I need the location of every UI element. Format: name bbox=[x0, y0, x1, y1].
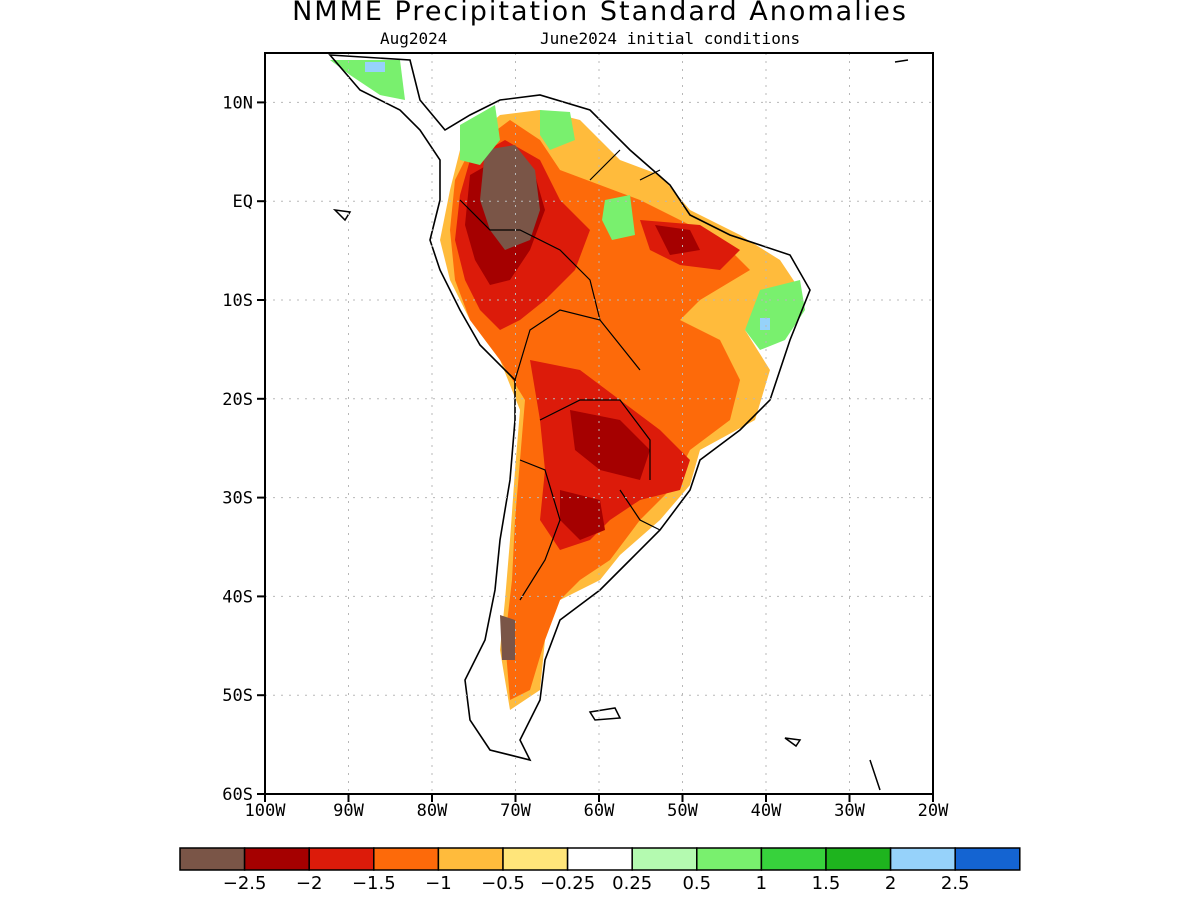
anomaly-green-north bbox=[330, 60, 635, 240]
colorbar-swatch bbox=[566, 847, 633, 871]
anomaly-brown bbox=[480, 145, 540, 660]
colorbar-label: 1 bbox=[756, 873, 767, 894]
colorbar: −2.5 −2 −1.5 −1 −0.5 −0.25 0.25 0.5 1 1.5 2 2.5 bbox=[179, 847, 1021, 894]
initial-conditions: June2024 initial conditions bbox=[540, 29, 801, 48]
x-tick-label: 40W bbox=[751, 801, 782, 821]
x-tick-label: 20W bbox=[918, 801, 949, 821]
x-tick-label: 90W bbox=[333, 801, 364, 821]
y-tick-label: 10N bbox=[222, 93, 253, 113]
y-tick-label: 40S bbox=[222, 587, 253, 607]
colorbar-label: −1 bbox=[425, 873, 452, 894]
colorbar-label: 1.5 bbox=[812, 873, 841, 894]
y-tick-label: 10S bbox=[222, 291, 253, 311]
anomaly-dark-red bbox=[465, 155, 700, 540]
colorbar-label: −2 bbox=[296, 873, 323, 894]
x-tick-label: 70W bbox=[500, 801, 531, 821]
forecast-month: Aug2024 bbox=[380, 29, 448, 48]
colorbar-label: 2.5 bbox=[941, 873, 970, 894]
x-tick-label: 50W bbox=[667, 801, 698, 821]
colorbar-label: −0.5 bbox=[481, 873, 525, 894]
colorbar-swatch bbox=[373, 847, 440, 871]
axis-ticks: 100W 90W 80W 70W 60W 50W 40W 30W 20W 10N EQ 10S 20S 3… bbox=[222, 93, 949, 821]
y-tick-label: 20S bbox=[222, 390, 253, 410]
anomaly-field bbox=[328, 54, 909, 791]
x-tick-label: 80W bbox=[417, 801, 448, 821]
colorbar-label: 0.25 bbox=[612, 873, 652, 894]
colorbar-swatch bbox=[889, 847, 956, 871]
x-tick-label: 100W bbox=[245, 801, 287, 821]
colorbar-swatch bbox=[308, 847, 375, 871]
colorbar-swatch bbox=[760, 847, 827, 871]
colorbar-swatch bbox=[825, 847, 892, 871]
country-borders bbox=[459, 149, 661, 601]
colorbar-label: −0.25 bbox=[540, 873, 595, 894]
y-tick-label: 60S bbox=[222, 785, 253, 805]
anomaly-green-east bbox=[745, 280, 805, 350]
map-grid bbox=[265, 53, 933, 794]
colorbar-swatch bbox=[437, 847, 504, 871]
colorbar-swatch bbox=[243, 847, 310, 871]
colorbar-swatch bbox=[179, 847, 246, 871]
coastline bbox=[328, 54, 811, 762]
colorbar-label: 2 bbox=[885, 873, 896, 894]
colorbar-swatch bbox=[502, 847, 569, 871]
colorbar-label: 0.5 bbox=[682, 873, 711, 894]
y-tick-label: 50S bbox=[222, 686, 253, 706]
colorbar-label: −2.5 bbox=[223, 873, 267, 894]
colorbar-swatch bbox=[631, 847, 698, 871]
colorbar-swatch bbox=[696, 847, 763, 871]
x-tick-label: 60W bbox=[584, 801, 615, 821]
islands bbox=[332, 59, 909, 791]
x-tick-label: 30W bbox=[834, 801, 865, 821]
y-tick-label: EQ bbox=[233, 192, 253, 212]
colorbar-swatch bbox=[954, 847, 1021, 871]
y-tick-label: 30S bbox=[222, 489, 253, 509]
colorbar-label: −1.5 bbox=[352, 873, 396, 894]
map-title: NMME Precipitation Standard Anomalies bbox=[292, 0, 908, 27]
